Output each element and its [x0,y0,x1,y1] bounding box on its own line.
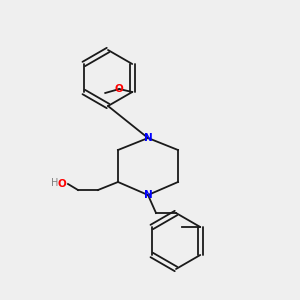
Text: N: N [144,133,152,143]
Text: N: N [144,190,152,200]
Text: O: O [115,84,124,94]
Text: H: H [51,178,58,188]
Text: O: O [57,179,66,189]
